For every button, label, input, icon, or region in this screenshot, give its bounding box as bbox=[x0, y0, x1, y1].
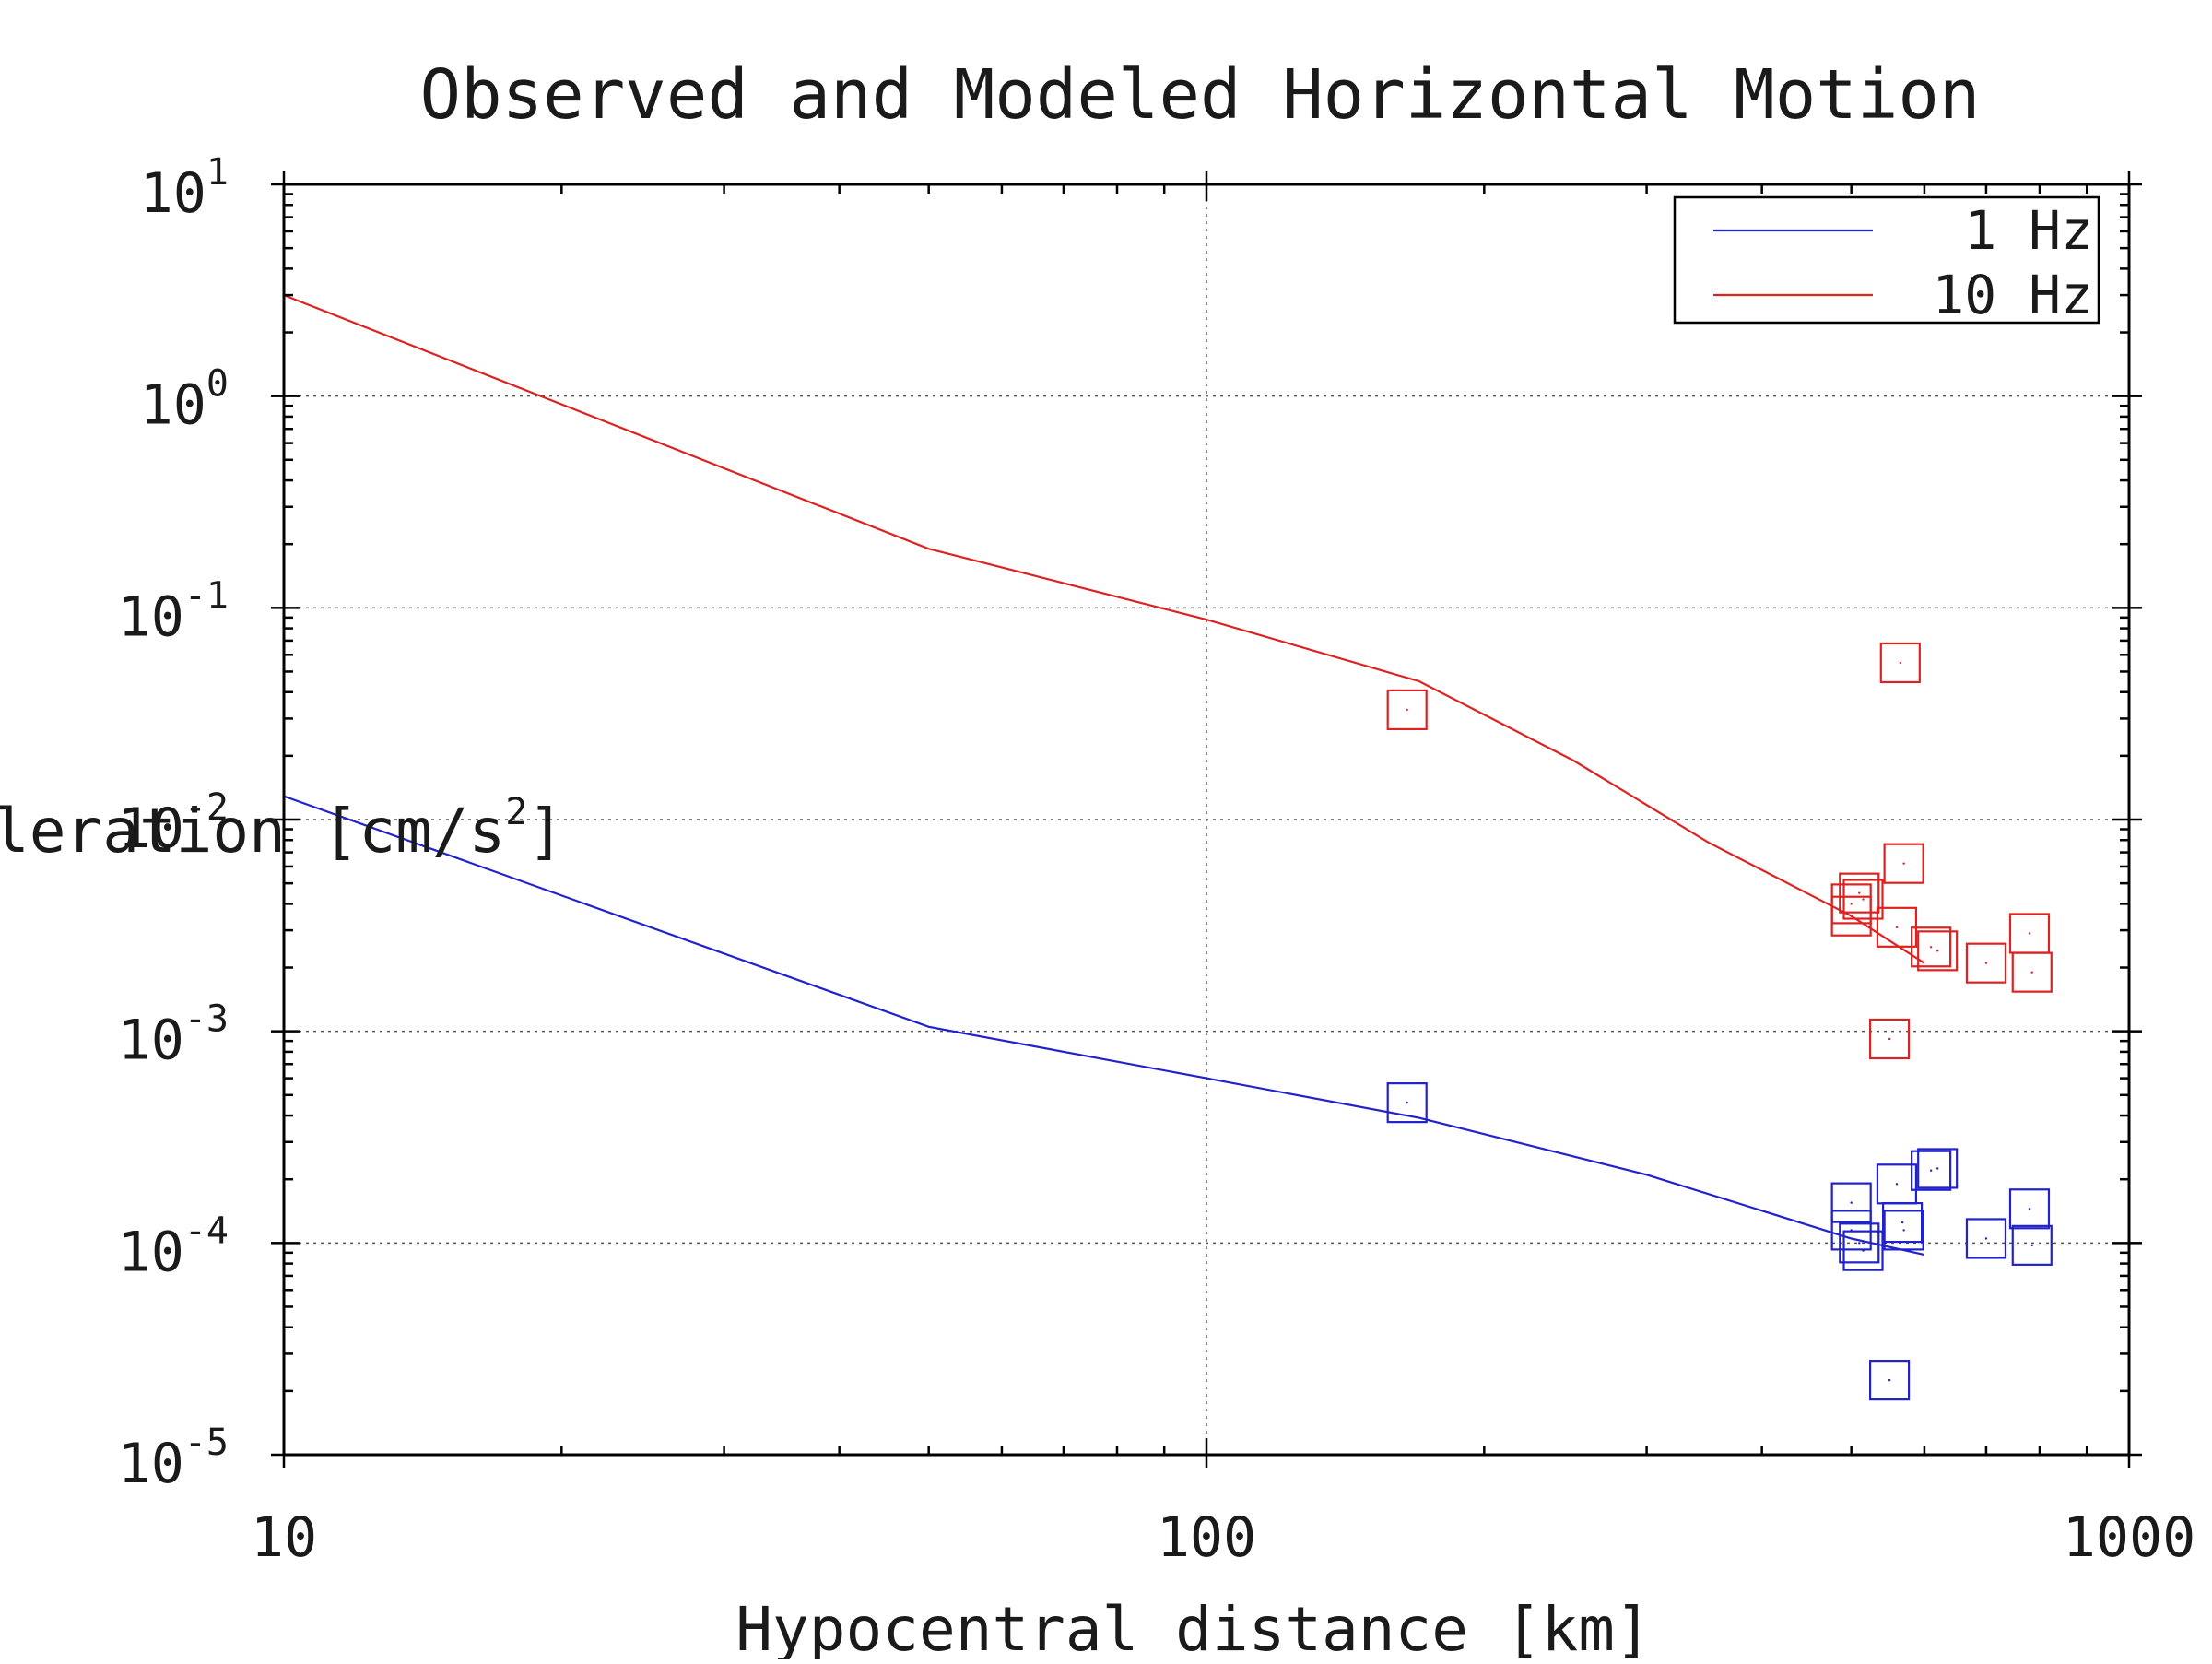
data-point-dot bbox=[1406, 708, 1408, 712]
data-point-marker bbox=[1869, 1018, 1911, 1060]
y-tick-exponent: -5 bbox=[184, 1422, 229, 1464]
legend-box bbox=[1673, 195, 2100, 325]
data-point-marker bbox=[1842, 879, 1884, 920]
y-tick-base: 10 bbox=[118, 584, 184, 649]
data-point-dot bbox=[1850, 903, 1853, 905]
data-point-marker bbox=[1869, 1360, 1911, 1401]
data-point-dot bbox=[1888, 1037, 1891, 1041]
data-point-marker bbox=[1911, 1150, 1952, 1191]
y-tick-exponent: -3 bbox=[184, 998, 229, 1041]
grid bbox=[284, 184, 2129, 1455]
legend-label: 10 Hz bbox=[1932, 264, 2093, 326]
data-point-dot bbox=[1902, 1229, 1905, 1232]
y-axis-label: leration [cm/s2] bbox=[0, 791, 564, 867]
series-layer bbox=[283, 294, 2053, 1401]
data-point-marker bbox=[1839, 872, 1880, 914]
y-tick-base: 10 bbox=[140, 373, 206, 438]
data-point-dot bbox=[1900, 1221, 1904, 1224]
data-point-marker bbox=[1917, 930, 1959, 972]
x-axis-label: Hypocentral distance [km] bbox=[735, 1594, 1651, 1659]
data-point-dot bbox=[1862, 898, 1865, 901]
series-0 bbox=[283, 795, 2053, 1401]
data-point-dot bbox=[1850, 1201, 1853, 1204]
data-point-marker bbox=[1883, 843, 1924, 884]
y-axis-label-sup: 2 bbox=[505, 791, 527, 833]
data-point-dot bbox=[1858, 891, 1861, 894]
y-tick-base: 10 bbox=[118, 1220, 184, 1284]
data-point-dot bbox=[2028, 932, 2031, 935]
y-tick-label: 10-5 bbox=[118, 1422, 229, 1496]
y-tick-base: 10 bbox=[118, 797, 184, 861]
data-point-dot bbox=[1406, 1101, 1408, 1104]
data-point-marker bbox=[2008, 1188, 2051, 1230]
data-point-marker bbox=[1839, 1222, 1880, 1264]
data-point-marker bbox=[1917, 1148, 1959, 1189]
data-point-marker bbox=[2011, 951, 2053, 993]
data-point-dot bbox=[2030, 1244, 2033, 1247]
data-point-dot bbox=[1929, 946, 1933, 949]
y-tick-exponent: -2 bbox=[184, 786, 229, 829]
data-point-marker bbox=[1882, 1201, 1924, 1244]
y-tick-base: 10 bbox=[118, 1009, 184, 1073]
data-point-dot bbox=[1862, 1249, 1865, 1252]
y-tick-exponent: -4 bbox=[184, 1210, 229, 1252]
data-point-dot bbox=[1858, 1242, 1861, 1245]
data-point-dot bbox=[1902, 862, 1905, 865]
y-tick-label: 101 bbox=[140, 151, 229, 226]
data-point-marker bbox=[1830, 895, 1872, 937]
data-point-marker bbox=[1965, 942, 2007, 984]
legend-label: 1 Hz bbox=[1964, 199, 2093, 262]
data-point-dot bbox=[1899, 661, 1902, 665]
data-point-dot bbox=[1936, 1167, 1939, 1170]
y-tick-label: 10-3 bbox=[118, 998, 229, 1073]
series-1 bbox=[283, 294, 2053, 1060]
data-point-marker bbox=[1879, 642, 1921, 684]
data-point-dot bbox=[1895, 926, 1899, 929]
chart-title: Observed and Modeled Horizontal Motion bbox=[420, 55, 1981, 135]
data-point-dot bbox=[1936, 950, 1939, 952]
y-tick-label: 10-1 bbox=[118, 574, 229, 649]
data-point-dot bbox=[1888, 1378, 1891, 1382]
series-line bbox=[283, 795, 1925, 1257]
data-point-marker bbox=[1883, 1210, 1924, 1251]
y-tick-exponent: -1 bbox=[184, 574, 229, 617]
data-point-dot bbox=[1984, 962, 1988, 964]
x-tick-label: 1000 bbox=[2063, 1505, 2196, 1570]
data-point-dot bbox=[1929, 1169, 1933, 1172]
data-point-marker bbox=[1386, 1082, 1428, 1124]
data-point-dot bbox=[1895, 1183, 1899, 1186]
data-point-marker bbox=[1830, 1210, 1872, 1251]
data-point-marker bbox=[1965, 1218, 2007, 1259]
x-tick-label: 100 bbox=[1157, 1505, 1256, 1570]
data-point-marker bbox=[2011, 1224, 2053, 1266]
data-point-dot bbox=[2028, 1208, 2031, 1210]
data-point-dot bbox=[1984, 1237, 1988, 1240]
y-tick-label: 10-2 bbox=[118, 786, 229, 861]
y-axis-label-text: leration [cm/s bbox=[0, 796, 505, 867]
data-point-marker bbox=[1386, 689, 1428, 731]
y-tick-base: 10 bbox=[118, 1432, 184, 1496]
data-point-dot bbox=[1850, 915, 1853, 917]
data-point-marker bbox=[1830, 1182, 1872, 1223]
y-tick-exponent: 1 bbox=[206, 151, 229, 194]
y-axis-label-suffix: ] bbox=[527, 796, 564, 867]
y-tick-base: 10 bbox=[140, 161, 206, 226]
data-point-marker bbox=[1911, 926, 1952, 968]
y-tick-label: 100 bbox=[140, 363, 229, 438]
y-tick-exponent: 0 bbox=[206, 363, 229, 406]
y-tick-label: 10-4 bbox=[118, 1210, 229, 1284]
data-point-marker bbox=[1842, 1230, 1884, 1271]
data-point-dot bbox=[2030, 971, 2033, 974]
x-tick-label: 10 bbox=[251, 1505, 317, 1570]
series-line bbox=[283, 294, 1925, 964]
